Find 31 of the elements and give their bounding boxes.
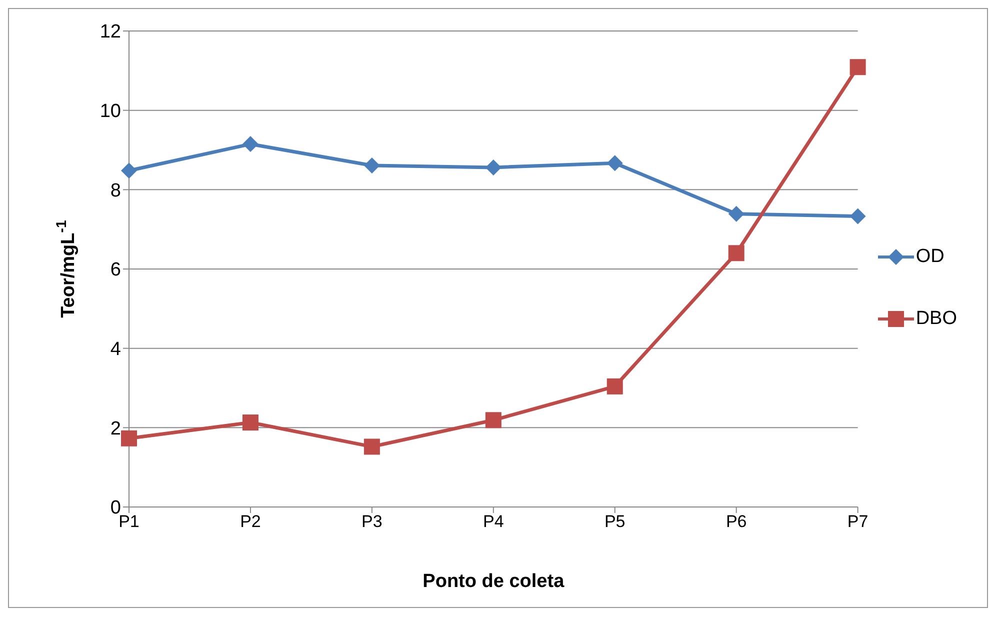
point [242, 414, 258, 431]
point [606, 155, 623, 172]
point [121, 162, 137, 179]
x-axis-title: Ponto de coleta [422, 571, 565, 592]
y-tick-label: 12 [100, 22, 121, 43]
x-tick-label: P4 [483, 512, 504, 532]
x-tick-label: P7 [847, 512, 868, 532]
point [728, 245, 744, 262]
point [850, 208, 866, 224]
y-tick-label: 8 [110, 180, 121, 202]
legend-label: DBO [916, 308, 957, 330]
legend-label: OD [916, 246, 944, 268]
point [364, 438, 380, 455]
point [728, 206, 744, 222]
y-tick-label: 6 [110, 260, 121, 281]
y-tick-label: 2 [110, 418, 121, 440]
point [485, 159, 502, 176]
x-tick-label: P6 [726, 512, 747, 532]
point [850, 59, 866, 76]
x-tick-label: P3 [362, 512, 382, 532]
point [364, 157, 380, 174]
point [121, 430, 137, 446]
point [606, 378, 623, 394]
y-tick-label: 0 [110, 498, 121, 519]
point [485, 412, 502, 428]
y-tick-label: 10 [100, 101, 121, 122]
x-tick-label: P1 [118, 512, 140, 532]
y-tick-label: 4 [110, 339, 122, 360]
x-tick-label: P2 [240, 512, 261, 532]
x-tick-label: P5 [604, 512, 626, 532]
point [242, 136, 258, 152]
